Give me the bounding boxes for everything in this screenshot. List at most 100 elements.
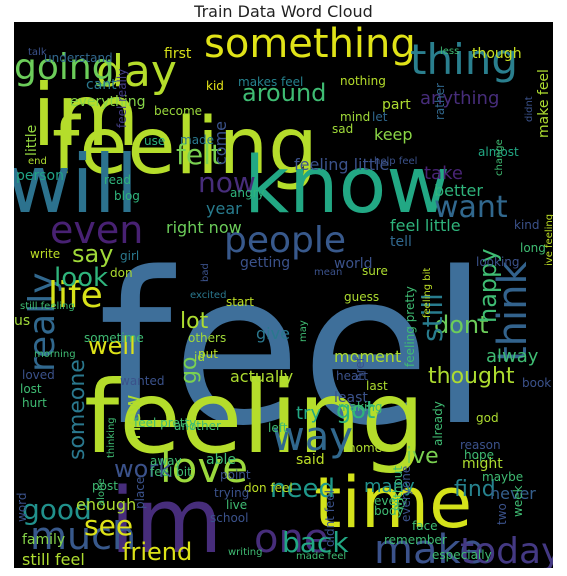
word-might: might bbox=[462, 456, 503, 472]
word-way: way bbox=[272, 414, 353, 460]
word-mind: mind bbox=[340, 110, 370, 124]
word-feel-really: feel really bbox=[115, 69, 129, 128]
word-made-feel: made feel bbox=[296, 551, 346, 562]
word-making: making bbox=[338, 400, 383, 414]
word-keep: keep bbox=[374, 125, 413, 144]
word-remember: remember bbox=[384, 533, 447, 547]
word-dont: dont bbox=[434, 311, 489, 339]
word-thought: thought bbox=[428, 364, 515, 389]
word-lot: lot bbox=[180, 309, 209, 334]
word-people: people bbox=[224, 220, 346, 261]
word-left: left bbox=[268, 421, 288, 435]
word-still-feel: still feel bbox=[22, 550, 85, 568]
word-feel: feel bbox=[98, 227, 489, 472]
word-family: family bbox=[22, 532, 65, 548]
word-know: know bbox=[244, 141, 450, 231]
word-cant: cant bbox=[86, 77, 117, 93]
word-moment: moment bbox=[334, 347, 401, 366]
word-post: post bbox=[92, 479, 118, 493]
word-morning: morning bbox=[34, 349, 76, 360]
word-life: life bbox=[48, 275, 103, 316]
word-another: another bbox=[174, 419, 221, 433]
word-go: go bbox=[177, 357, 202, 384]
word-end: end bbox=[28, 156, 47, 167]
word-others: others bbox=[188, 331, 226, 345]
word-already: already bbox=[431, 401, 445, 446]
word-looking: looking bbox=[476, 255, 520, 269]
word-trying: trying bbox=[214, 486, 249, 500]
word-mean: mean bbox=[314, 267, 342, 278]
word-first: first bbox=[164, 46, 192, 62]
word-say: say bbox=[72, 240, 113, 268]
word-god: god bbox=[476, 411, 499, 425]
word-face: face bbox=[412, 519, 438, 533]
word-least: least bbox=[334, 390, 368, 406]
word-become: become bbox=[154, 104, 202, 118]
word-put: put bbox=[198, 347, 218, 361]
word-alone: alone bbox=[96, 478, 107, 506]
word-sad: sad bbox=[332, 122, 353, 136]
word-enough: enough bbox=[76, 495, 136, 514]
word-right-now: right now bbox=[166, 218, 242, 237]
word-still: still bbox=[416, 293, 449, 342]
word-place: place bbox=[133, 477, 147, 509]
word-see: see bbox=[84, 509, 133, 542]
word-long: long bbox=[520, 241, 546, 255]
word-change: change bbox=[494, 139, 505, 176]
word-kind: kind bbox=[514, 218, 540, 232]
word-thinking: thinking bbox=[106, 417, 117, 458]
word-still-feeling: still feeling bbox=[20, 301, 75, 312]
word-feeling-little: feeling little bbox=[294, 155, 389, 174]
word-going: going bbox=[14, 47, 115, 88]
word-understand: understand bbox=[44, 51, 113, 65]
word-don: don bbox=[110, 266, 133, 280]
word-read: read bbox=[104, 173, 131, 187]
word-tell: tell bbox=[390, 234, 412, 250]
word-today: today bbox=[460, 531, 553, 568]
word-im: im bbox=[32, 66, 140, 166]
word-writing: writing bbox=[228, 547, 262, 558]
word-us: us bbox=[14, 313, 30, 329]
word-talk: talk bbox=[28, 47, 47, 58]
word-let: let bbox=[372, 110, 388, 124]
word-love: love bbox=[160, 443, 248, 492]
word-felt: felt bbox=[176, 138, 222, 171]
word-feeling: feeling bbox=[52, 102, 318, 192]
word-said: said bbox=[296, 452, 325, 468]
word-makes-feel: makes feel bbox=[238, 75, 303, 89]
word-lost: lost bbox=[20, 382, 42, 396]
word-href: href bbox=[353, 356, 367, 381]
word-much: much bbox=[30, 514, 136, 558]
word-everything: everything bbox=[70, 94, 146, 110]
word-even: even bbox=[50, 208, 143, 252]
word-feeling: feeling bbox=[84, 359, 425, 476]
word-new: new bbox=[121, 395, 146, 440]
word-excited: excited bbox=[190, 290, 226, 301]
word-rather: rather bbox=[433, 83, 447, 120]
word-week: week bbox=[511, 485, 525, 517]
word-friend: friend bbox=[122, 538, 192, 566]
word-made: made bbox=[180, 133, 214, 147]
word-nothing: nothing bbox=[340, 74, 386, 88]
word-sure: sure bbox=[362, 264, 388, 278]
word-day: day bbox=[96, 46, 177, 97]
word-someone: someone bbox=[65, 359, 90, 460]
word-work: work bbox=[114, 455, 172, 483]
word-angry: angry bbox=[230, 186, 265, 200]
word-use: use bbox=[144, 134, 165, 148]
word-didnt: didnt bbox=[524, 96, 535, 122]
word-heart: heart bbox=[336, 369, 368, 383]
word-don-feel: don feel bbox=[244, 481, 293, 495]
word-guess: guess bbox=[344, 290, 379, 304]
word-everyone: everyone bbox=[399, 466, 413, 522]
word-well: well bbox=[88, 332, 136, 360]
word-actually: actually bbox=[230, 367, 293, 386]
word-give: give bbox=[256, 324, 290, 343]
word-many: many bbox=[364, 476, 415, 497]
word-cloud-panel: feel feeling feeling im im know will time someth… bbox=[14, 22, 553, 568]
word-without: without bbox=[391, 466, 405, 511]
word-home: home bbox=[348, 441, 382, 455]
word-two: two bbox=[495, 503, 509, 525]
word-ive-feeling: ive feeling bbox=[544, 214, 553, 266]
word-come: come bbox=[211, 121, 230, 165]
